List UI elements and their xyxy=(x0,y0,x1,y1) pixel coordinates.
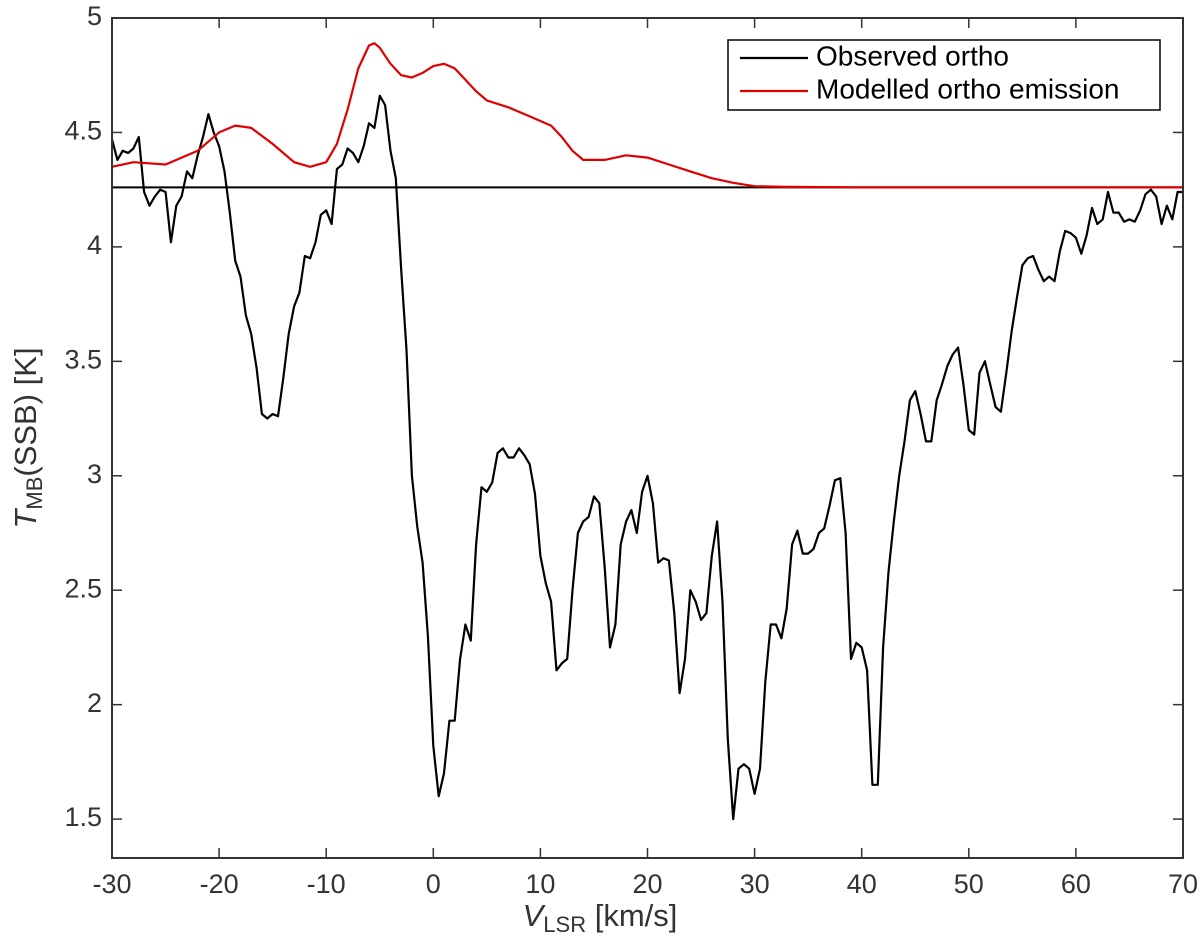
x-tick-label: -30 xyxy=(92,869,131,899)
y-label-rest: (SSB) [K] xyxy=(8,347,43,476)
legend-box xyxy=(727,39,1161,111)
x-tick-label: 20 xyxy=(632,869,662,899)
y-label-main: T xyxy=(8,508,43,529)
y-tick-label: 4 xyxy=(87,230,102,260)
x-label-sub: LSR xyxy=(543,912,586,937)
x-tick-label: -20 xyxy=(200,869,239,899)
legend-label: Observed ortho xyxy=(816,40,1009,71)
legend-label: Modelled ortho emission xyxy=(816,73,1120,104)
series-line xyxy=(111,42,1183,189)
y-tick-label: 3.5 xyxy=(64,344,102,374)
x-tick-label: 50 xyxy=(954,869,984,899)
x-axis-label: VLSR [km/s] xyxy=(523,898,678,937)
y-tick-label: 2.5 xyxy=(64,573,102,603)
x-tick-label: 30 xyxy=(740,869,770,899)
series-line xyxy=(110,94,1183,821)
y-tick-label: 2 xyxy=(87,688,102,718)
y-axis-label: TMB(SSB) [K] xyxy=(8,347,47,528)
plot-frame xyxy=(111,17,1184,859)
y-tick-label: 4.5 xyxy=(64,116,102,146)
y-tick-label: 5 xyxy=(87,1,102,31)
x-tick-label: 40 xyxy=(847,869,877,899)
x-tick-label: 10 xyxy=(525,869,555,899)
x-label-rest: [km/s] xyxy=(586,898,677,933)
x-tick-label: 70 xyxy=(1168,869,1198,899)
y-label-sub: MB xyxy=(22,477,47,510)
x-tick-label: -10 xyxy=(307,869,346,899)
x-tick-label: 60 xyxy=(1061,869,1091,899)
x-tick-label: 0 xyxy=(426,869,441,899)
y-tick-label: 3 xyxy=(87,459,102,489)
y-tick-label: 1.5 xyxy=(64,802,102,832)
x-label-main: V xyxy=(523,898,547,933)
